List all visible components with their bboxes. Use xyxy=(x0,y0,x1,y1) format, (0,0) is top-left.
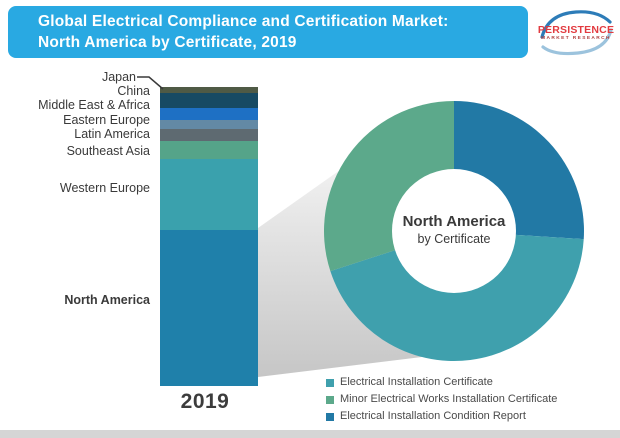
bar-region-labels: Japan China Middle East & Africa Eastern… xyxy=(0,0,150,438)
bar-label-southeast-asia: Southeast Asia xyxy=(66,144,150,158)
legend-item: Electrical Installation Certificate xyxy=(326,376,557,389)
legend-swatch-teal-icon xyxy=(326,378,334,387)
legend-item: Electrical Installation Condition Report xyxy=(326,410,557,423)
legend-label: Electrical Installation Certificate xyxy=(340,376,493,388)
bar-segment xyxy=(160,87,258,93)
donut-chart xyxy=(323,101,584,361)
page-title-line1: Global Electrical Compliance and Certifi… xyxy=(38,13,449,30)
donut-center-caption: North America by Certificate xyxy=(374,212,534,247)
footer-strip xyxy=(0,430,620,438)
bar-segment xyxy=(160,140,258,159)
legend-item: Minor Electrical Works Installation Cert… xyxy=(326,393,557,406)
legend-swatch-blue-icon xyxy=(326,412,334,421)
legend-label: Minor Electrical Works Installation Cert… xyxy=(340,393,558,405)
japan-pointer-line xyxy=(137,76,164,90)
donut-segment xyxy=(330,231,584,361)
bar-label-western-europe: Western Europe xyxy=(59,181,150,195)
logo-subtitle-text: MARKET RESEARCH xyxy=(541,36,611,41)
donut-legend: Electrical Installation Certificate Mino… xyxy=(326,376,557,427)
legend-swatch-green-icon xyxy=(326,395,334,404)
bar-segment xyxy=(160,119,258,129)
bar-label-china: China xyxy=(117,84,150,98)
page-title: Global Electrical Compliance and Certifi… xyxy=(8,6,528,53)
donut-center-line1: North America xyxy=(402,213,506,230)
page-title-line2: North America by Certificate, 2019 xyxy=(38,34,297,51)
bar-label-north-america: North America xyxy=(64,293,150,307)
bar-label-japan: Japan xyxy=(101,70,136,84)
bar-segment xyxy=(160,128,258,141)
bar-label-eastern-europe: Eastern Europe xyxy=(63,113,150,127)
bar-segment xyxy=(160,158,258,231)
logo-swoosh-icon xyxy=(540,10,613,56)
header-banner: Global Electrical Compliance and Certifi… xyxy=(8,6,528,58)
bar-label-middle-east-africa: Middle East & Africa xyxy=(38,98,150,112)
bar-label-latin-america: Latin America xyxy=(74,127,150,141)
stacked-bar-2019 xyxy=(160,87,258,386)
donut-hole xyxy=(392,169,516,293)
persistence-market-research-logo: PERSISTENCE MARKET RESEARCH xyxy=(536,7,616,59)
donut-center-line2: by Certificate xyxy=(417,232,491,246)
bar-segment xyxy=(160,92,258,108)
bar-segment xyxy=(160,230,258,386)
bar-segment xyxy=(160,107,258,120)
logo-brand-text: PERSISTENCE xyxy=(537,24,615,36)
legend-label: Electrical Installation Condition Report xyxy=(340,410,526,422)
x-axis-year-label: 2019 xyxy=(180,390,230,413)
